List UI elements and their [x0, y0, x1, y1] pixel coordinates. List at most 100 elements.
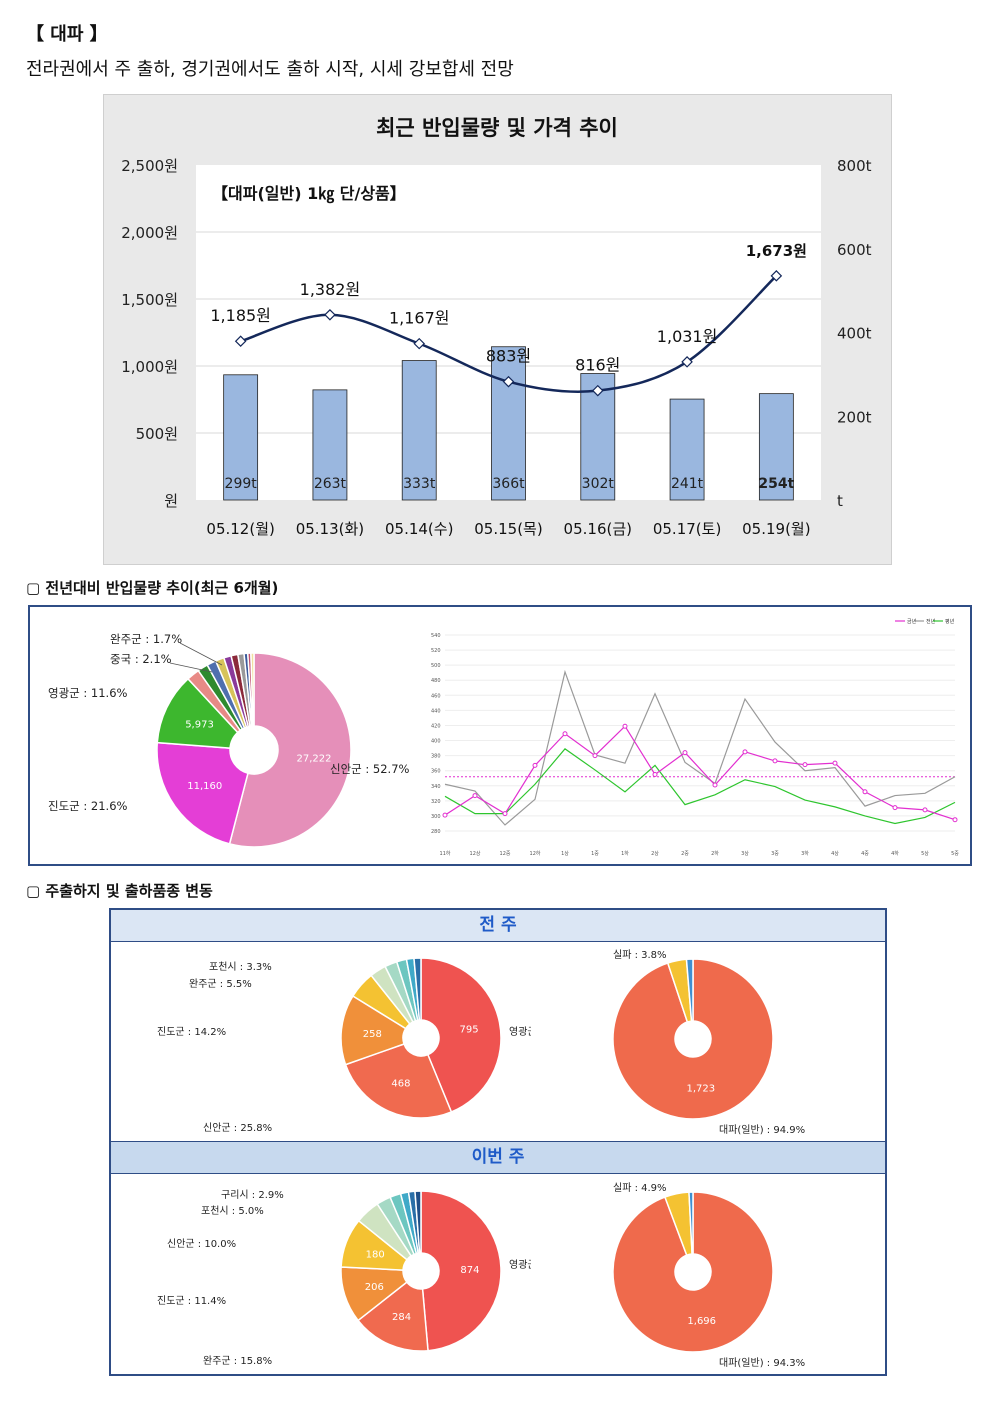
- legend-label: 평년: [945, 618, 955, 625]
- pie-label: 진도군 : 11.4%: [157, 1295, 226, 1307]
- x-tick-label: 4하: [891, 850, 899, 857]
- pie-label: 포천시 : 3.3%: [209, 961, 272, 973]
- pie-value-label: 1,723: [686, 1083, 715, 1094]
- series-point: [922, 807, 928, 813]
- pie-value-label: 5,973: [185, 720, 214, 731]
- volume-bar: [669, 398, 705, 501]
- section3-title: ▢ 주출하지 및 출하품종 변동: [26, 882, 213, 900]
- series-point: [712, 782, 718, 788]
- y-tick-label: 460: [431, 693, 441, 699]
- outlook-text: 전라권에서 주 출하, 경기권에서도 출하 시작, 시세 강보합세 전망: [26, 59, 514, 80]
- series-point: [742, 749, 748, 755]
- price-point: [324, 309, 336, 321]
- y-tick-label: 420: [431, 723, 441, 729]
- y-right-tick: t: [837, 492, 843, 510]
- x-tick-label: 05.13(화): [296, 520, 364, 538]
- pie-value-label: 284: [392, 1312, 411, 1323]
- x-tick-label: 4중: [861, 851, 869, 857]
- price-label: 816원: [575, 356, 620, 375]
- pie-label: 대파(일반) : 94.3%: [719, 1357, 805, 1369]
- x-tick-label: 12상: [470, 850, 481, 857]
- y-right-tick: 200t: [837, 408, 872, 426]
- x-tick-label: 05.17(토): [653, 520, 721, 538]
- series-point: [442, 812, 448, 818]
- volume-bar: [312, 389, 348, 501]
- section2-title: ▢ 전년대비 반입물량 추이(최근 6개월): [26, 579, 279, 597]
- price-point: [681, 356, 693, 368]
- pie-value-label: 206: [365, 1282, 384, 1293]
- pie-value-label: 180: [366, 1250, 385, 1261]
- y-left-tick: 2,500원: [121, 157, 178, 175]
- pie-label: 실파 : 3.8%: [613, 949, 667, 961]
- y-tick-label: 340: [431, 784, 441, 790]
- price-label: 1,167원: [389, 309, 450, 328]
- y-left-tick: 1,000원: [121, 358, 178, 376]
- y-tick-label: 520: [431, 648, 441, 654]
- section-title: 【 대파 】: [26, 24, 108, 45]
- volume-bar: [758, 393, 794, 501]
- x-tick-label: 3상: [741, 850, 749, 857]
- main-chart: 최근 반입물량 및 가격 추이원 500원 1,000원 1,500원 2,000원 2,…: [121, 116, 872, 538]
- series-point: [862, 789, 868, 795]
- x-tick-label: 3중: [771, 851, 779, 857]
- yoy-line-chart: 280 300 320 340 360 380 400 420 440 460 480 500 520 5…: [431, 618, 959, 857]
- prev-week-variety-pie: 1,723 실파 : 3.8% 대파(일반) : 94.9%: [612, 949, 805, 1136]
- y-tick-label: 500: [431, 663, 441, 669]
- series-point: [562, 731, 568, 737]
- pie-slice: [340, 994, 407, 1066]
- pie-label: 진도군 : 14.2%: [157, 1026, 226, 1038]
- series-point: [892, 805, 898, 811]
- pie-slice: [612, 1191, 774, 1353]
- volume-trend-box: 27,222 11,160 5,973 신안군 : 52.7% 진도군 : 21.6% 영…: [28, 605, 972, 866]
- pie-label: 진도군 : 21.6%: [48, 799, 128, 813]
- x-tick-label: 1중: [591, 851, 599, 857]
- y-left-tick: 500원: [136, 425, 178, 443]
- series-point: [532, 762, 538, 768]
- y-tick-label: 380: [431, 754, 441, 760]
- price-label: 1,031원: [657, 327, 718, 346]
- pie-slice: [420, 957, 502, 1113]
- x-tick-label: 12중: [500, 851, 511, 857]
- x-tick-label: 12하: [530, 850, 541, 857]
- volume-bar: [223, 374, 259, 501]
- volume-bar: [401, 360, 437, 501]
- price-label: 883원: [486, 347, 531, 366]
- volume-bar: [491, 346, 526, 501]
- x-tick-label: 1상: [561, 850, 569, 857]
- x-tick-label: 2하: [711, 850, 719, 857]
- pie-value-label: 27,222: [297, 754, 332, 765]
- volume-label: 299t: [225, 476, 258, 492]
- x-tick-label: 05.15(목): [474, 520, 542, 538]
- origin-variety-box: 전 주 795 468 258 영광군 : 43.8% 신안군 : 25.8% 진도군 :…: [109, 908, 887, 1376]
- pie-slice: [414, 1190, 422, 1254]
- series-point: [472, 793, 478, 799]
- pie-label: 대파(일반) : 94.9%: [719, 1124, 805, 1136]
- y-tick-label: 540: [431, 633, 441, 639]
- series-point: [502, 811, 508, 817]
- pie-label: 신안군 : 52.7%: [330, 762, 410, 776]
- price-point: [234, 335, 247, 348]
- origin-pie-6months: 27,222 11,160 5,973 신안군 : 52.7% 진도군 : 21.6% 영…: [48, 632, 410, 848]
- this-week-variety-pie: 1,696 실파 : 4.9% 대파(일반) : 94.3%: [612, 1182, 805, 1369]
- chart-subtitle: 【대파(일반) 1㎏ 단/상품】: [212, 184, 406, 204]
- y-tick-label: 480: [431, 678, 441, 684]
- volume-label: 254t: [758, 476, 794, 492]
- pie-slice: [612, 958, 774, 1120]
- y-right-tick: 400t: [837, 325, 872, 343]
- series-line: [444, 725, 956, 821]
- prev-week-band: 전 주: [111, 910, 885, 942]
- x-tick-label: 4상: [831, 850, 839, 857]
- price-point: [413, 337, 426, 350]
- pie-label: 구리시 : 2.9%: [221, 1189, 284, 1201]
- y-right-tick: 600t: [837, 241, 872, 259]
- x-tick-label: 1하: [621, 850, 629, 857]
- series-point: [592, 753, 598, 759]
- legend-label: 전년: [926, 618, 936, 625]
- x-tick-label: 11하: [440, 850, 451, 857]
- x-tick-label: 05.14(수): [385, 520, 453, 538]
- x-tick-label: 05.19(월): [742, 520, 810, 538]
- pie-label: 포천시 : 5.0%: [201, 1205, 264, 1217]
- prev-week-label: 전 주: [479, 915, 517, 935]
- pie-label: 영광군 : 43.8%: [509, 1026, 531, 1038]
- y-tick-label: 360: [431, 769, 441, 775]
